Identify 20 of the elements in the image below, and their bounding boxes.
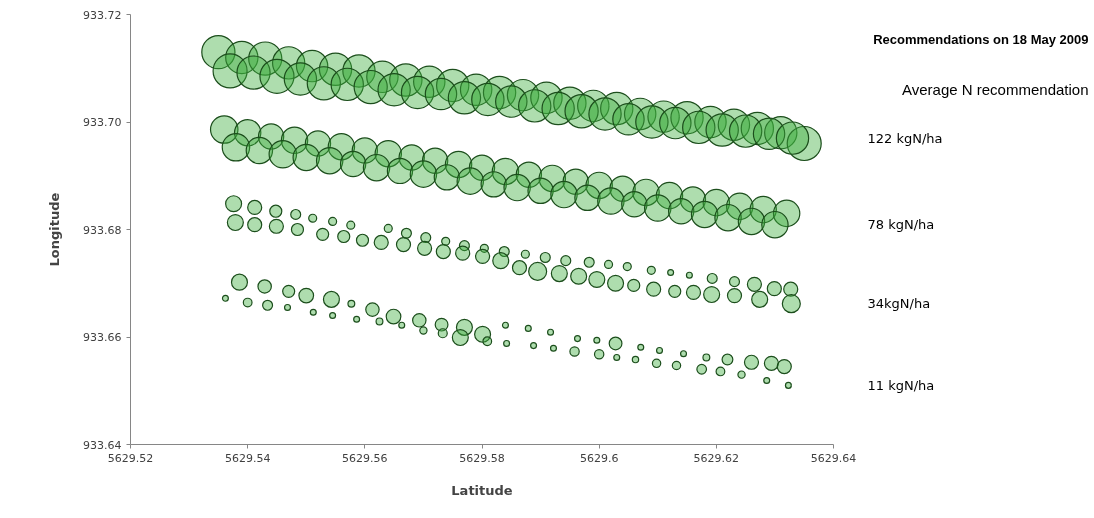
y-tick-label: 933.70 bbox=[83, 116, 122, 129]
y-tick-label: 933.68 bbox=[83, 223, 122, 237]
legend-title: Average N recommendation bbox=[902, 81, 1089, 98]
x-tick-label: 5629.58 bbox=[459, 451, 505, 465]
text: Recommendations on 18 May 2009 bbox=[873, 32, 1089, 47]
x-tick-label: 5629.56 bbox=[342, 451, 388, 465]
y-tick-label: 933.66 bbox=[83, 331, 122, 344]
y-tick-label: 933.72 bbox=[83, 8, 122, 22]
y-tick-label: 933.64 bbox=[83, 438, 122, 452]
x-tick-label: 5629.52 bbox=[107, 451, 154, 465]
text: 11 kgN/ha bbox=[867, 377, 935, 393]
x-axis-title: Latitude bbox=[451, 482, 513, 498]
x-tick-label: 5629.6 bbox=[579, 451, 619, 465]
x-tick-label: 5629.64 bbox=[810, 451, 857, 465]
x-tick-label: 5629.62 bbox=[693, 451, 740, 465]
x-tick-label: 5629.54 bbox=[224, 451, 271, 465]
text: 34kgN/ha bbox=[867, 296, 931, 312]
text: 122 kgN/ha bbox=[867, 130, 943, 146]
y-axis-title: Longitude bbox=[47, 192, 63, 267]
text: 78 kgN/ha bbox=[867, 217, 935, 233]
